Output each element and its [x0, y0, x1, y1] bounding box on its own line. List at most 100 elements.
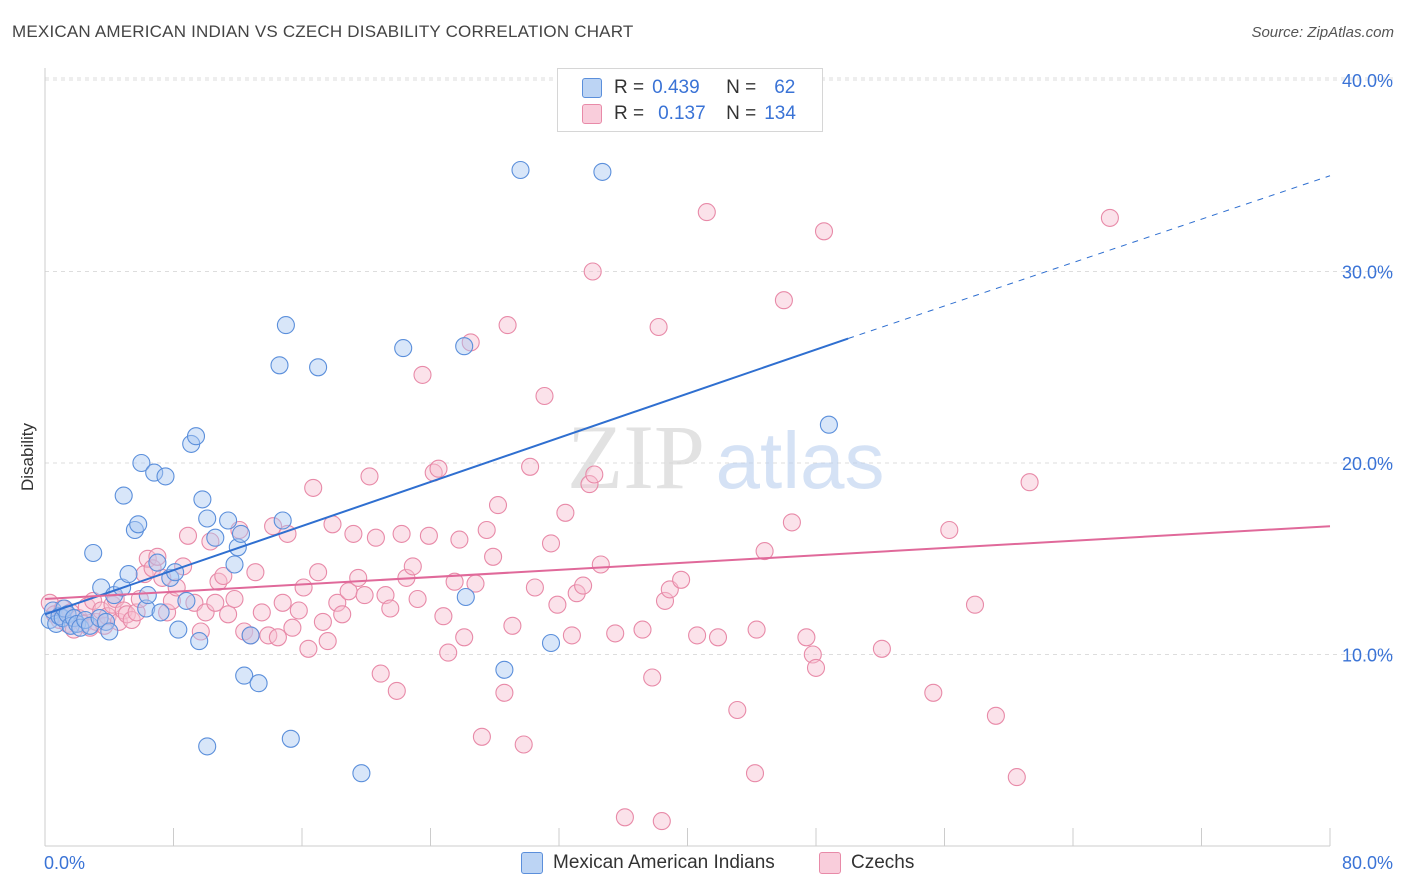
mexican-american-indians-point — [270, 356, 289, 375]
czechs-point — [360, 467, 379, 486]
czechs-point — [366, 528, 385, 547]
czechs-point — [376, 586, 395, 605]
blue-swatch — [582, 78, 602, 98]
legend-n-label: N = — [726, 103, 757, 124]
mexican-american-indians-point — [84, 543, 103, 563]
czechs-point — [652, 812, 671, 831]
x-tick-labels: 0.0% 80.0% — [44, 853, 1393, 873]
mexican-american-indians-trend-extension — [847, 175, 1331, 339]
czechs-point — [299, 639, 318, 658]
mexican-american-indians-point — [273, 511, 292, 530]
chart-title: MEXICAN AMERICAN INDIAN VS CZECH DISABIL… — [12, 22, 634, 41]
czechs-point — [688, 626, 707, 645]
czechs-point — [521, 457, 540, 476]
czechs-point — [986, 706, 1005, 725]
czechs-point — [574, 576, 593, 595]
czechs-point — [283, 618, 302, 637]
czechs-point — [655, 591, 675, 610]
series-legend: Mexican American Indians Czechs — [0, 852, 1406, 878]
mexican-american-indians-point — [169, 620, 188, 639]
mexican-american-indians-point — [96, 612, 116, 631]
czechs-point — [304, 478, 323, 497]
czechs-point — [196, 603, 215, 622]
czechs-point — [643, 668, 662, 687]
czechs-point — [225, 589, 244, 609]
mexican-american-indians-point — [593, 162, 612, 181]
czechs-point — [806, 658, 826, 677]
czechs-point — [206, 593, 225, 612]
czechs-point — [488, 496, 508, 515]
czechs-point — [419, 526, 438, 545]
czechs-point — [209, 572, 228, 591]
mexican-american-indians-point — [231, 524, 251, 543]
mexican-american-indians-point — [249, 674, 268, 693]
czechs-point — [252, 603, 271, 622]
czechs-point — [1100, 208, 1119, 227]
czechs-point — [344, 524, 363, 543]
czechs-point — [615, 808, 634, 827]
czechs-point — [328, 593, 347, 612]
czechs-point — [747, 620, 766, 639]
mexican-american-indians-point — [276, 316, 295, 335]
czechs-point — [455, 628, 474, 647]
czechs-point — [191, 622, 210, 641]
czechs-point — [434, 607, 453, 626]
czechs-point — [591, 555, 610, 574]
czechs-point — [697, 203, 716, 222]
mexican-american-indians-point — [198, 737, 217, 756]
legend-n-label: N = — [726, 77, 757, 98]
legend-row-czechs: R = 0.137 N = 134 — [582, 103, 796, 125]
mexican-american-indians-point — [132, 453, 151, 473]
czechs-point — [472, 727, 491, 746]
axes — [44, 68, 1331, 847]
mexican-american-indians-point — [177, 591, 196, 610]
mexican-american-indians-point — [455, 337, 474, 356]
czechs-point — [439, 643, 458, 662]
x-tick-label: 0.0% — [44, 853, 85, 873]
mexican-american-indians-point — [138, 586, 157, 605]
blue-swatch — [521, 852, 543, 874]
legend-row-mexican-american-indians: R = 0.439 N = 62 — [582, 77, 795, 99]
mexican-american-indians-point — [819, 415, 838, 434]
czechs-point — [541, 534, 561, 553]
mexican-american-indians-point — [541, 633, 561, 653]
czechs-point — [178, 526, 198, 545]
czechs-point — [498, 316, 517, 335]
czechs-point — [392, 524, 411, 543]
czechs-point — [503, 616, 522, 635]
czechs-point — [965, 595, 985, 614]
mexican-american-indians-point — [456, 587, 475, 607]
czechs-point — [606, 624, 625, 643]
watermark-zip: ZIP — [567, 406, 705, 508]
czechs-point — [556, 503, 575, 522]
mexican-american-indians-point — [225, 555, 244, 574]
czechs-point — [313, 612, 332, 631]
czechs-point — [408, 589, 427, 609]
mexican-american-indians-point — [145, 463, 164, 482]
mexican-american-indians-point — [281, 729, 300, 748]
legend-r-label: R = — [614, 77, 645, 98]
czechs-point — [294, 578, 313, 597]
czechs-point — [246, 563, 265, 582]
czechs-point — [268, 628, 287, 647]
czechs-point — [535, 386, 554, 406]
mexican-american-indians-point — [129, 515, 148, 534]
czechs-point — [728, 700, 747, 720]
czechs-point — [309, 563, 328, 582]
mexican-american-indians-point — [64, 609, 83, 628]
legend-n-value: 62 — [774, 77, 796, 98]
mexican-american-indians-trend-line — [44, 337, 849, 616]
czechs-point — [387, 681, 406, 700]
czechs-point — [782, 513, 801, 532]
legend-r-label: R = — [614, 103, 645, 124]
mexican-american-indians-point — [156, 467, 175, 486]
czechs-point — [214, 566, 233, 586]
czechs-point — [355, 586, 374, 605]
mexican-american-indians-point — [114, 486, 133, 505]
mexican-american-indians-point — [511, 160, 530, 180]
mexican-american-indians-point — [394, 339, 413, 358]
czechs-point — [484, 547, 503, 566]
mexican-american-indians-point — [193, 490, 212, 509]
mexican-american-indians-point — [76, 610, 95, 630]
